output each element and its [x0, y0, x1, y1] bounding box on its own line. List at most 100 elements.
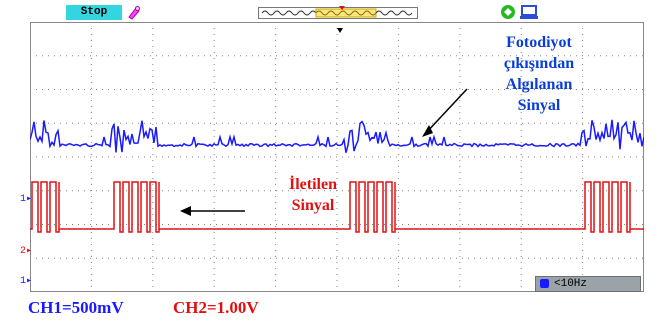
grid-dot [144, 55, 145, 57]
grid-dot [84, 122, 85, 124]
grid-dot [275, 226, 277, 227]
grid-dot [444, 224, 445, 225]
grid-dot [48, 257, 49, 259]
grid-dot [84, 156, 85, 158]
grid-dot [72, 122, 73, 124]
grid-dot [90, 64, 92, 65]
grid-dot [216, 55, 217, 57]
grid-dot [600, 257, 601, 259]
grid-dot [264, 190, 265, 192]
grid-dot [520, 22, 522, 23]
ch1-ground-marker[interactable]: 1▸ [20, 194, 33, 205]
grid-dot [354, 55, 355, 57]
grid-dot [240, 224, 241, 225]
grid-dot [108, 122, 109, 124]
grid-dot [336, 214, 338, 215]
grid-dot [540, 190, 541, 192]
grid-dot [438, 190, 439, 192]
grid-dot [198, 257, 199, 259]
grid-dot [397, 22, 399, 23]
grid-dot [66, 257, 67, 259]
grid-dot [552, 89, 553, 90]
grid-dot [90, 262, 92, 263]
trigger-status-icon [501, 5, 538, 19]
grid-dot [78, 89, 79, 90]
grid-dot [459, 100, 461, 101]
grid-dot [275, 76, 277, 77]
grid-dot [534, 257, 535, 259]
grid-dot [54, 156, 55, 158]
grid-dot [336, 100, 338, 101]
grid-dot [342, 224, 343, 225]
grid-dot [582, 64, 584, 65]
grid-dot [459, 244, 461, 245]
grid-dot [630, 55, 631, 57]
grid-dot [534, 224, 535, 225]
grid-dot [336, 148, 338, 149]
grid-dot [318, 257, 319, 259]
grid-dot [294, 122, 295, 124]
grid-dot [54, 122, 55, 124]
ref-marker[interactable]: 1▸ [20, 276, 33, 287]
grid-dot [90, 52, 92, 53]
grid-dot [582, 34, 584, 35]
grid-dot [282, 156, 283, 158]
grid-dot [534, 156, 535, 158]
grid-dot [520, 208, 522, 209]
grid-dot [288, 55, 289, 57]
grid-dot [414, 89, 415, 90]
grid-dot [459, 196, 461, 197]
grid-dot [36, 257, 37, 259]
grid-dot [66, 190, 67, 192]
grid-dot [90, 184, 92, 185]
grid-dot [397, 124, 399, 125]
grid-dot [144, 122, 145, 124]
grid-dot [397, 286, 399, 287]
grid-dot [162, 55, 163, 57]
grid-dot [459, 76, 461, 77]
grid-dot [78, 156, 79, 158]
grid-dot [90, 89, 91, 90]
grid-dot [372, 224, 373, 225]
grid-dot [397, 280, 399, 281]
grid-dot [216, 156, 217, 158]
grid-dot [456, 257, 457, 259]
timebase-position-strip[interactable] [258, 6, 418, 20]
grid-dot [90, 58, 92, 59]
ch2-ground-marker[interactable]: 2▸ [20, 246, 33, 257]
grid-dot [528, 257, 529, 259]
grid-dot [152, 154, 154, 155]
top-status-bar: Stop [0, 0, 656, 22]
grid-dot [582, 250, 584, 251]
grid-dot [152, 166, 154, 167]
grid-dot [510, 156, 511, 158]
grid-dot [384, 190, 385, 192]
grid-dot [462, 122, 463, 124]
grid-dot [270, 257, 271, 259]
grid-dot [582, 70, 584, 71]
grid-dot [152, 142, 154, 143]
stop-button[interactable]: Stop [66, 5, 122, 20]
grid-dot [240, 122, 241, 124]
grid-dot [213, 58, 215, 59]
grid-dot [102, 224, 103, 225]
grid-dot [520, 124, 522, 125]
grid-dot [342, 257, 343, 259]
grid-dot [462, 89, 463, 90]
grid-dot [174, 190, 175, 192]
ch2-scale: CH2=1.00V [173, 298, 259, 317]
grid-dot [114, 257, 115, 259]
grid-dot [564, 156, 565, 158]
grid-dot [216, 89, 217, 90]
grid-dot [397, 106, 399, 107]
grid-dot [397, 220, 399, 221]
grid-dot [459, 154, 461, 155]
grid-dot [636, 257, 637, 259]
grid-dot [198, 89, 199, 90]
grid-dot [152, 76, 154, 77]
grid-dot [397, 28, 399, 29]
grid-dot [414, 257, 415, 259]
grid-dot [152, 106, 154, 107]
grid-dot [152, 70, 154, 71]
grid-dot [582, 89, 583, 90]
